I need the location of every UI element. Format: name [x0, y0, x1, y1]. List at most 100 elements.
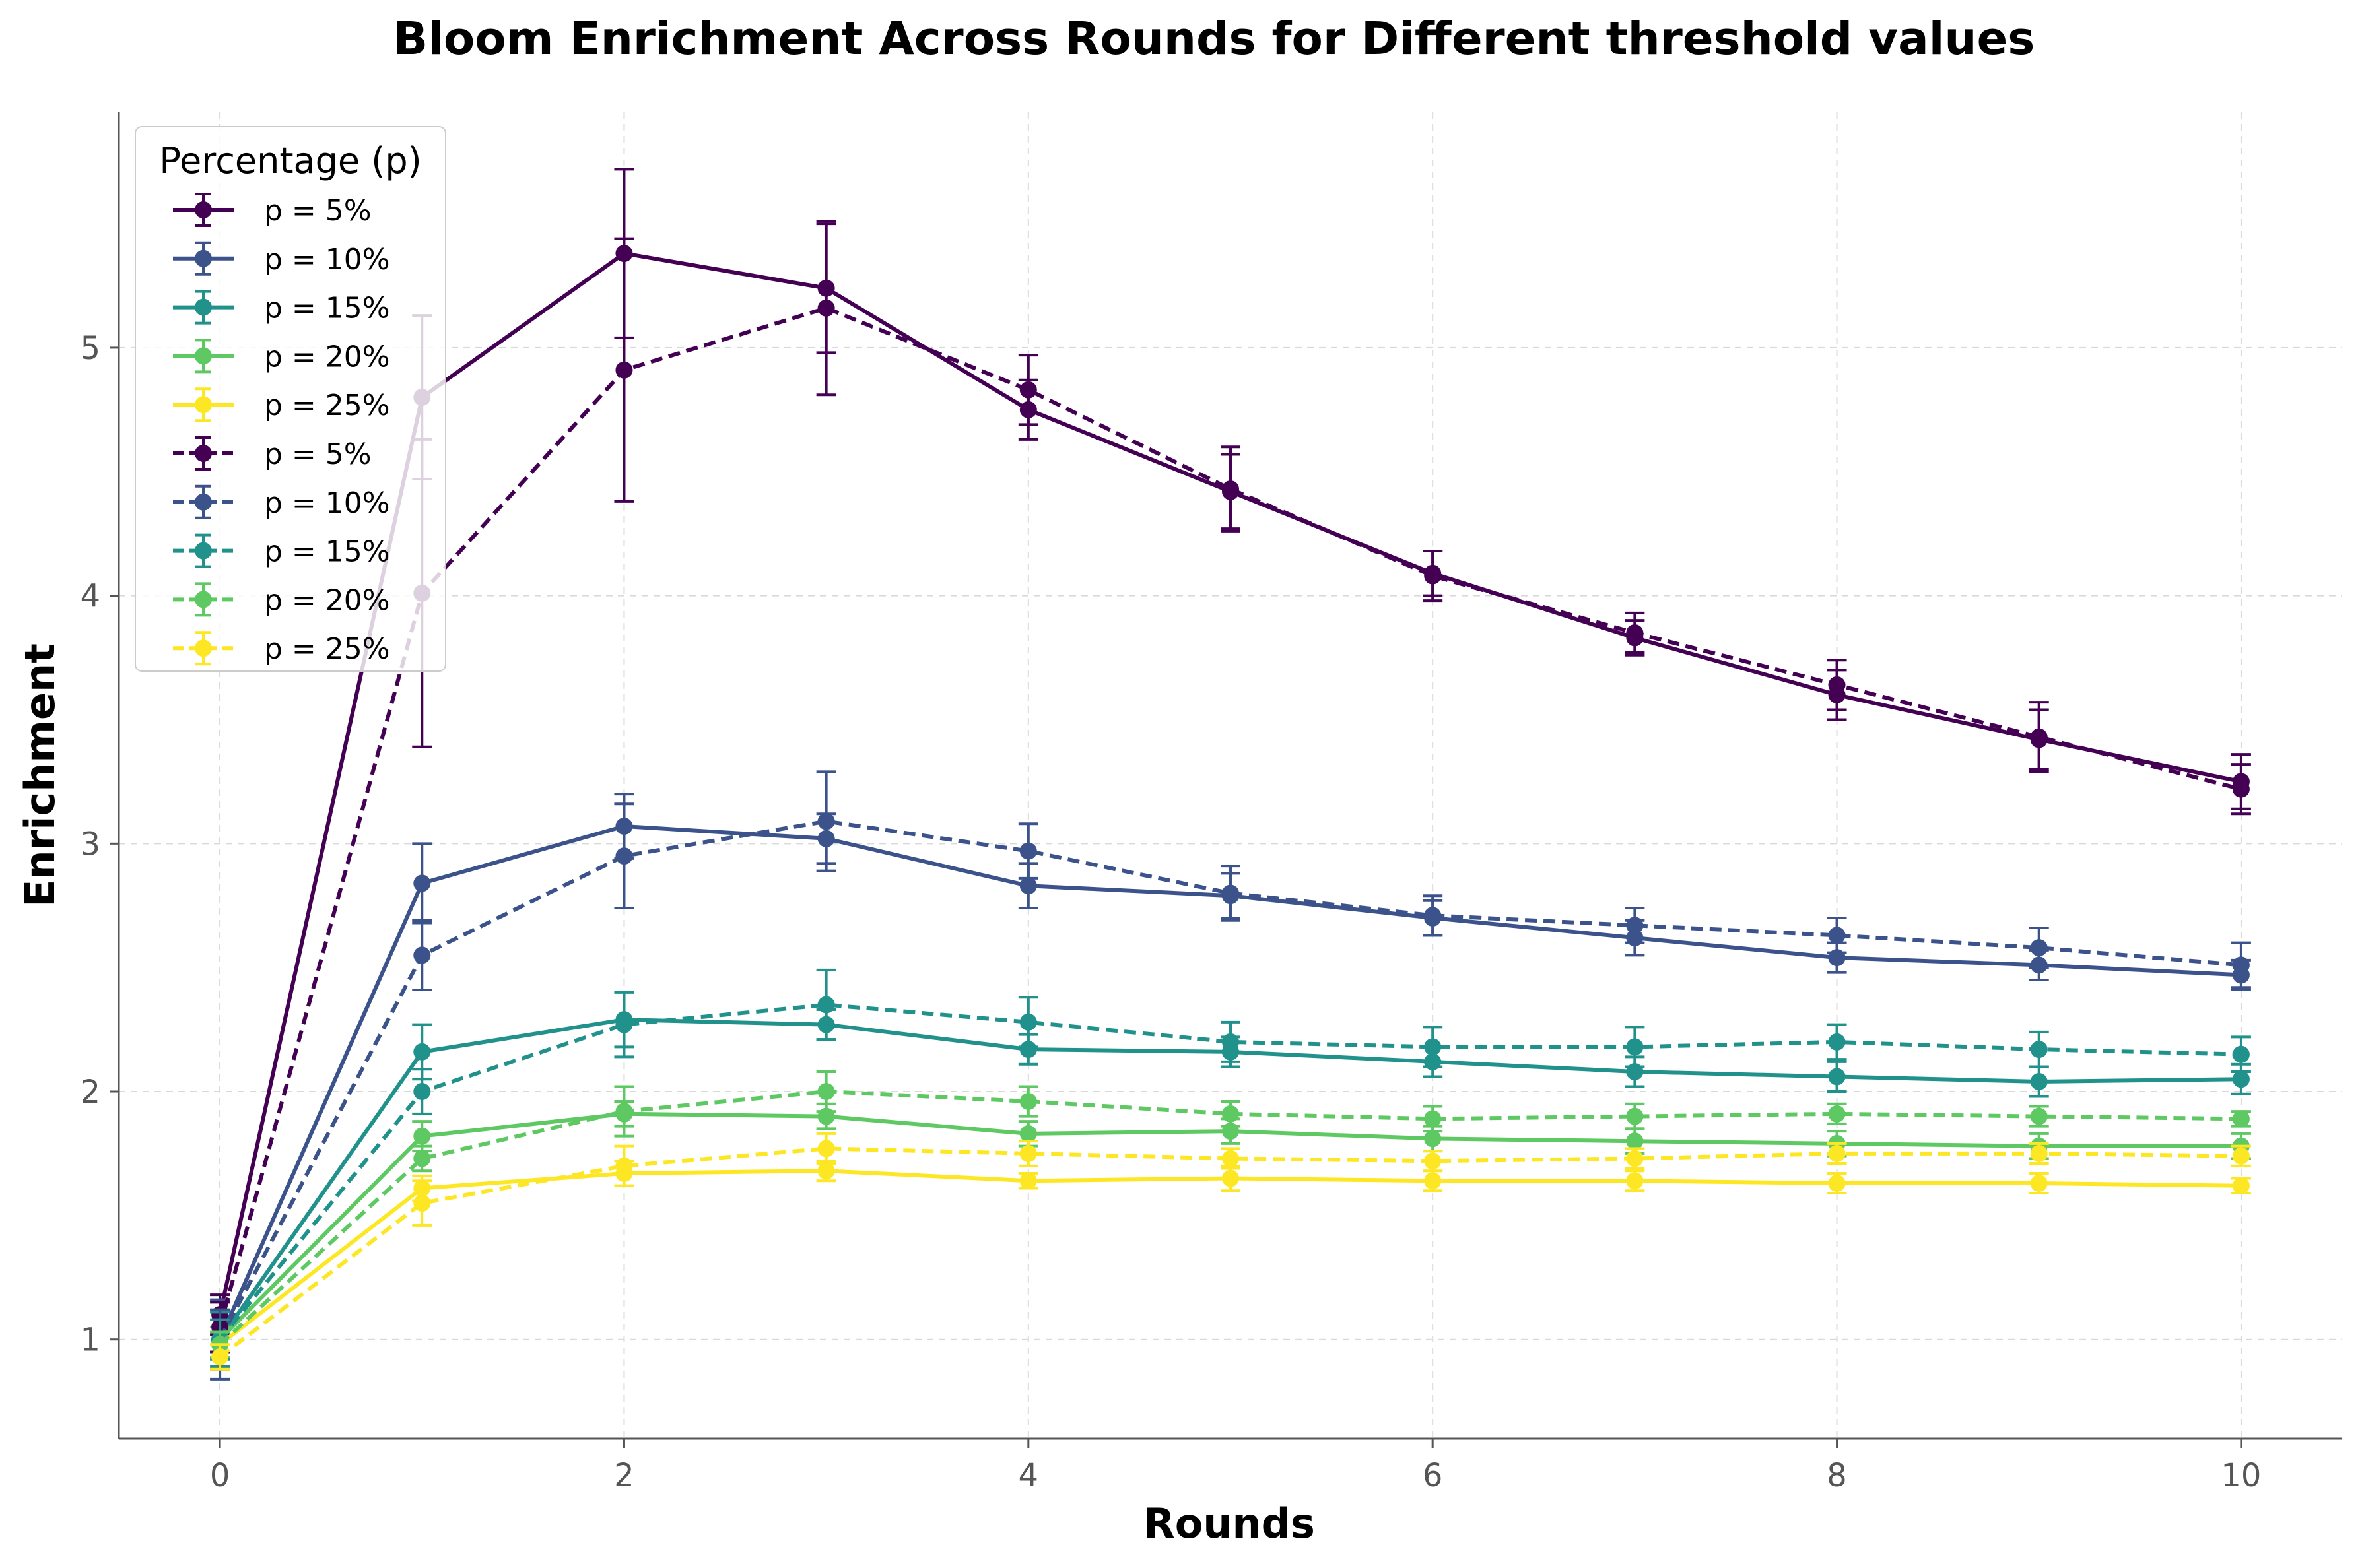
data-point — [2030, 1144, 2048, 1162]
series-dashed-4 — [210, 1132, 2251, 1371]
legend-item[interactable]: p = 10% — [173, 241, 390, 277]
data-point — [1828, 1068, 1846, 1086]
data-point — [1424, 1130, 1442, 1148]
data-point — [1424, 567, 1442, 585]
data-point — [1828, 1144, 1846, 1162]
data-point — [1019, 1144, 1037, 1162]
data-point — [1424, 1172, 1442, 1190]
data-point — [413, 1127, 431, 1145]
series-line — [218, 1002, 2241, 1341]
data-point — [1019, 381, 1037, 399]
legend-marker-swatch — [195, 445, 212, 462]
data-point — [1626, 1172, 1644, 1190]
legend-item[interactable]: p = 25% — [173, 387, 390, 422]
legend-marker-swatch — [195, 201, 212, 218]
data-point — [1222, 1105, 1239, 1123]
legend-label: p = 5% — [264, 194, 372, 228]
legend-item[interactable]: p = 25% — [173, 631, 390, 666]
data-point — [1828, 1033, 1846, 1051]
data-point — [1828, 676, 1846, 694]
legend-label: p = 25% — [264, 632, 390, 666]
data-point — [1626, 624, 1644, 641]
series-group — [210, 168, 2251, 1381]
legend-label: p = 10% — [264, 486, 390, 520]
data-point — [1019, 1172, 1037, 1190]
legend-label: p = 10% — [264, 243, 390, 277]
series-dashed-0 — [210, 220, 2251, 1354]
legend-item[interactable]: p = 15% — [173, 533, 390, 569]
y-tick-label: 5 — [80, 330, 100, 367]
series-line — [219, 1146, 2241, 1359]
data-point — [2232, 780, 2250, 798]
data-point — [615, 361, 633, 379]
data-point — [2232, 1147, 2250, 1165]
data-point — [1019, 1041, 1037, 1059]
series-line — [218, 819, 2242, 1341]
legend-item[interactable]: p = 5% — [173, 436, 372, 471]
data-point — [2030, 939, 2048, 957]
legend-marker-swatch — [195, 493, 212, 511]
data-point — [1222, 480, 1239, 498]
data-point — [2030, 1107, 2048, 1125]
data-point — [2232, 1110, 2250, 1128]
data-point — [1626, 1132, 1644, 1150]
x-tick-label: 8 — [1827, 1457, 1847, 1494]
data-point — [1222, 1169, 1239, 1187]
series-line — [218, 306, 2242, 1328]
data-point — [413, 1083, 431, 1101]
data-point — [2232, 956, 2250, 974]
series-dashed-1 — [210, 770, 2251, 1371]
x-tick-label: 2 — [614, 1457, 634, 1494]
legend-label: p = 15% — [264, 535, 390, 569]
legend-item[interactable]: p = 5% — [173, 193, 372, 228]
series-line — [219, 1090, 2241, 1346]
data-point — [615, 1157, 633, 1175]
data-point — [615, 1016, 633, 1033]
legend-marker-swatch — [195, 542, 212, 560]
legend-label: p = 20% — [264, 583, 390, 617]
x-tick-label: 10 — [2221, 1457, 2261, 1494]
legend-item[interactable]: p = 20% — [173, 582, 390, 617]
data-point — [615, 1103, 633, 1121]
data-point — [2232, 1177, 2250, 1194]
y-tick-label: 4 — [80, 578, 100, 615]
series-dashed-3 — [210, 1070, 2251, 1359]
data-point — [817, 1083, 835, 1101]
y-tick-label: 3 — [80, 826, 100, 863]
data-point — [615, 847, 633, 865]
data-point — [1019, 842, 1037, 860]
data-point — [1019, 1013, 1037, 1031]
data-point — [1626, 1150, 1644, 1167]
legend-marker-swatch — [195, 347, 212, 365]
x-tick-label: 4 — [1019, 1457, 1039, 1494]
legend-marker-swatch — [195, 591, 212, 608]
data-point — [413, 1043, 431, 1061]
legend-item[interactable]: p = 20% — [173, 339, 390, 374]
data-point — [1424, 1038, 1442, 1056]
legend-box — [135, 126, 446, 672]
data-point — [1424, 1152, 1442, 1170]
x-axis-label: Rounds — [1143, 1499, 1315, 1548]
legend-marker-swatch — [195, 249, 212, 267]
data-point — [817, 996, 835, 1014]
data-point — [1828, 927, 1846, 944]
data-point — [2030, 1175, 2048, 1192]
data-point — [1626, 917, 1644, 934]
x-tick-label: 6 — [1423, 1457, 1443, 1494]
data-point — [413, 1194, 431, 1212]
legend-marker-swatch — [195, 639, 212, 657]
series-line — [219, 1169, 2241, 1346]
y-tick-label: 2 — [80, 1074, 100, 1111]
data-point — [1626, 1107, 1644, 1125]
legend-label: p = 5% — [264, 438, 372, 471]
data-point — [1019, 1093, 1037, 1111]
series-solid-3 — [210, 1100, 2251, 1354]
legend[interactable]: Percentage (p) p = 5% p = 10% p = 15% p = 20… — [135, 126, 446, 672]
legend-title: Percentage (p) — [159, 140, 421, 181]
legend-marker-swatch — [195, 396, 212, 414]
data-point — [2030, 1072, 2048, 1090]
legend-item[interactable]: p = 10% — [173, 484, 390, 520]
legend-item[interactable]: p = 15% — [173, 290, 390, 325]
